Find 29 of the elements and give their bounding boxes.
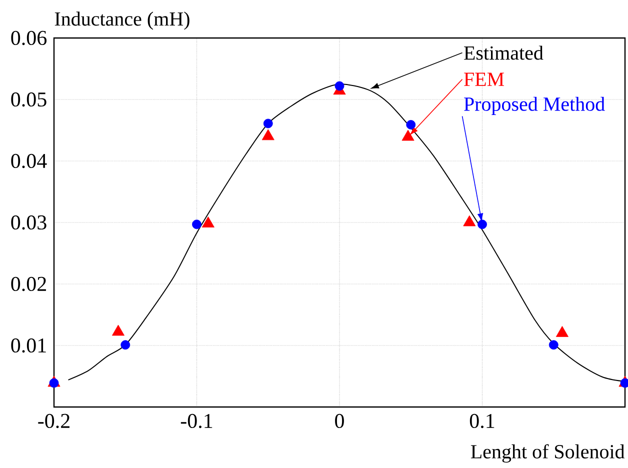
point: [202, 216, 214, 228]
text: Proposed Method: [464, 96, 605, 115]
point: [478, 220, 487, 230]
point: [406, 120, 416, 130]
y-tick-label: 0.01: [11, 338, 46, 353]
point: [192, 220, 202, 230]
point: [112, 324, 124, 336]
point: [556, 326, 568, 337]
point: [262, 129, 274, 140]
y-tick-label: 0.05: [11, 92, 46, 107]
x-tick-label: -0.2: [38, 414, 70, 428]
point: [402, 130, 414, 141]
y-tick-label: 0.06: [11, 30, 47, 46]
text: FEM: [464, 72, 504, 86]
point: [548, 340, 558, 350]
x-tick-label: 0.1: [470, 414, 494, 428]
point: [334, 81, 344, 91]
x-tick-label: -0.1: [180, 414, 212, 428]
y-axis-title: Inductance (mH): [54, 12, 190, 30]
point: [263, 118, 273, 128]
y-tick-label: 0.03: [11, 215, 46, 230]
point: [463, 215, 476, 226]
x-axis-title: Lenght of Solenoid: [470, 444, 625, 463]
x-tick-label: 0: [335, 414, 344, 428]
y-tick-label: 0.04: [11, 154, 47, 168]
point: [120, 340, 130, 350]
point: [49, 378, 59, 388]
y-tick-label: 0.02: [11, 276, 46, 292]
text: Estimated: [464, 46, 544, 60]
